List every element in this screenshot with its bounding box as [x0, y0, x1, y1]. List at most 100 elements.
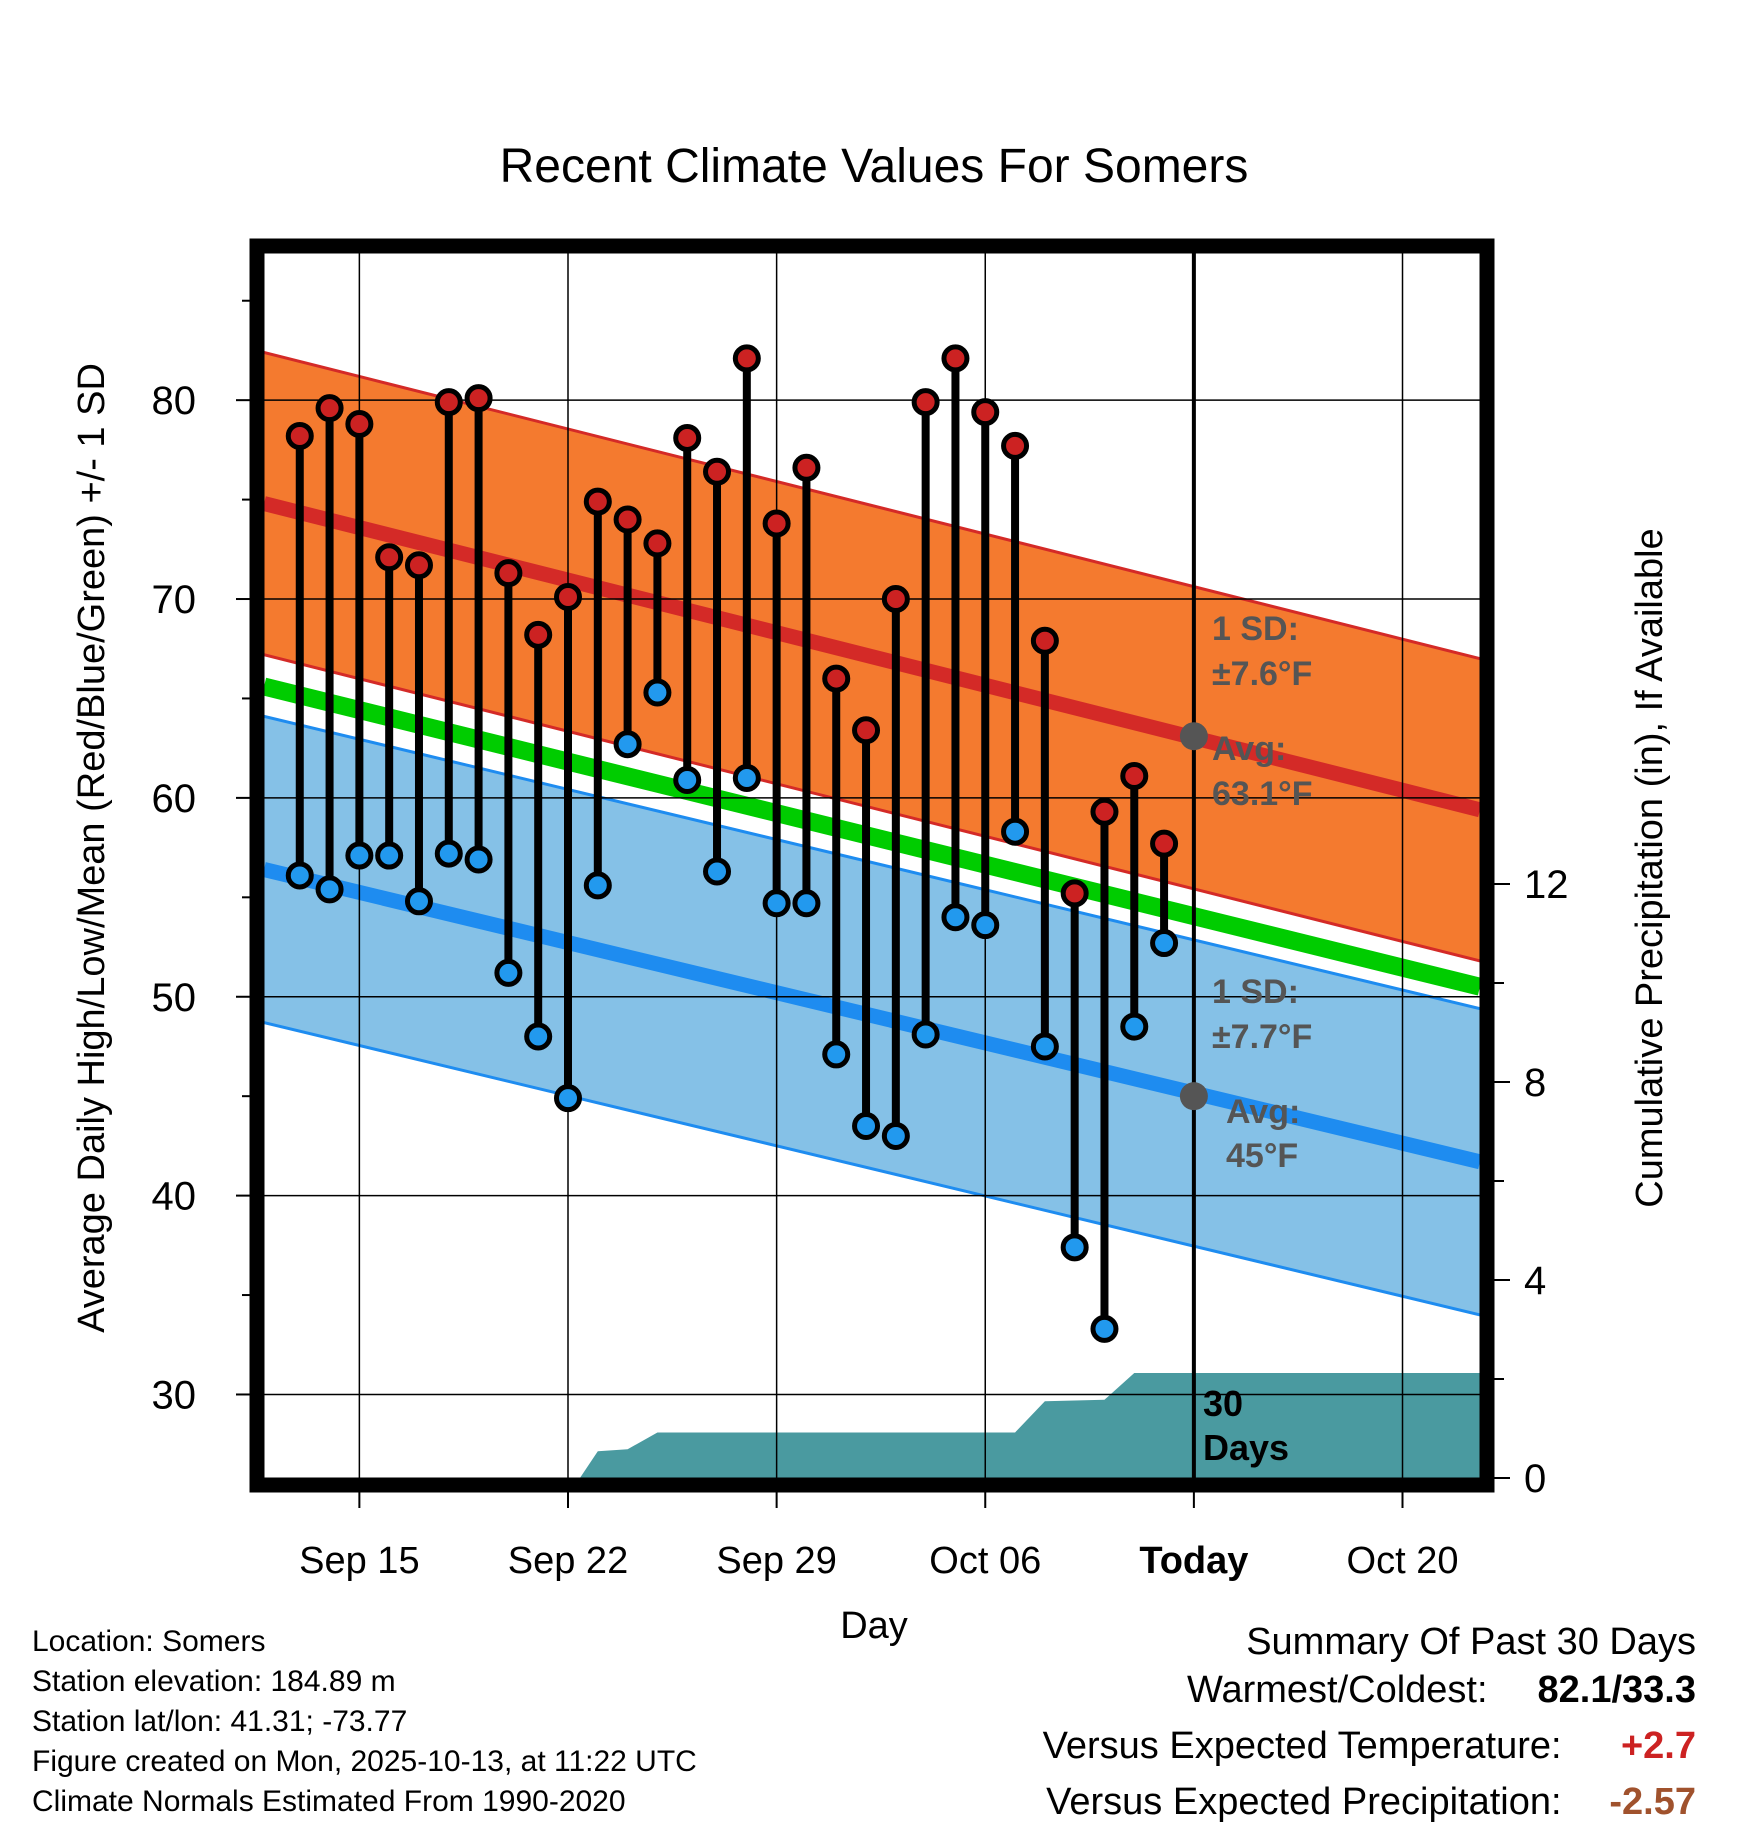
high-point-1 [315, 394, 344, 423]
low-point-1 [315, 875, 344, 904]
high-avg-marker [1179, 722, 1208, 751]
y-tick-label-50: 50 [152, 976, 197, 1020]
low-band-upper-edge [264, 714, 1480, 1011]
low-avg-label-2: 45°F [1226, 1137, 1298, 1175]
plot-frame [249, 238, 1495, 1493]
low-point-16 [762, 889, 791, 918]
high-point-19 [852, 716, 881, 745]
low-point-22 [941, 903, 970, 932]
low-band-lower-edge [264, 1021, 1480, 1317]
x-tick-label-1: Sep 22 [508, 1540, 628, 1582]
y-tick-label-40: 40 [152, 1175, 197, 1219]
low-point-12 [643, 678, 672, 707]
high-point-23 [971, 398, 1000, 427]
low-point-27 [1090, 1314, 1119, 1343]
high-point-3 [375, 543, 404, 572]
low-point-0 [285, 861, 314, 890]
low-point-11 [613, 730, 642, 759]
x-tick-label-2: Sep 29 [716, 1540, 836, 1582]
low-avg-marker [1179, 1082, 1208, 1111]
y-axis-label: Average Daily High/Low/Mean (Red/Blue/Gr… [71, 363, 113, 1333]
high-point-17 [792, 453, 821, 482]
high-point-22 [941, 344, 970, 373]
y2-tick-label-4: 4 [1524, 1259, 1546, 1303]
normal-mean-line [264, 677, 1480, 996]
created-text: Figure created on Mon, 2025-10-13, at 11… [32, 1745, 697, 1778]
high-point-4 [404, 551, 433, 580]
low-point-29 [1150, 929, 1179, 958]
low-avg-label-1: Avg: [1226, 1093, 1300, 1131]
location-text: Location: Somers [32, 1625, 266, 1658]
low-point-26 [1060, 1233, 1089, 1262]
low-point-23 [971, 911, 1000, 940]
x-tick-label-5: Oct 20 [1347, 1540, 1459, 1582]
low-sd-label-1: 1 SD: [1212, 973, 1299, 1011]
x-axis-label: Day [840, 1605, 908, 1647]
low-point-15 [732, 764, 761, 792]
high-point-10 [583, 487, 612, 516]
low-point-18 [822, 1040, 851, 1069]
temp-vs-expected-label: Versus Expected Temperature: [1042, 1725, 1562, 1767]
high-point-16 [762, 509, 791, 538]
low-point-17 [792, 889, 821, 918]
normals-text: Climate Normals Estimated From 1990-2020 [32, 1785, 626, 1818]
high-point-14 [703, 457, 732, 486]
low-sd-label-2: ±7.7°F [1212, 1018, 1312, 1056]
high-point-13 [673, 423, 702, 452]
low-point-21 [911, 1020, 940, 1049]
low-point-6 [464, 845, 493, 874]
high-avg-label-2: 63.1°F [1212, 775, 1313, 813]
low-point-2 [345, 841, 374, 870]
low-point-28 [1120, 1012, 1149, 1041]
summary-panel: Summary Of Past 30 Days Warmest/Coldest:… [796, 1618, 1696, 1834]
high-point-20 [881, 585, 910, 614]
high-sd-label-2: ±7.6°F [1212, 655, 1312, 693]
x-tick-label-0: Sep 15 [299, 1540, 419, 1582]
high-point-29 [1150, 829, 1179, 858]
high-point-9 [554, 583, 582, 612]
high-point-28 [1120, 762, 1149, 791]
low-point-20 [881, 1121, 910, 1150]
precip-days-label-2: Days [1203, 1427, 1289, 1468]
x-tick-label-4: Today [1139, 1540, 1248, 1582]
low-point-4 [404, 887, 433, 916]
high-point-2 [345, 410, 374, 439]
high-point-15 [732, 344, 761, 373]
low-point-13 [673, 765, 702, 794]
high-point-18 [822, 664, 851, 693]
precip-vs-expected-value: -2.57 [1609, 1781, 1696, 1823]
elevation-text: Station elevation: 184.89 m [32, 1665, 396, 1698]
data-marks [285, 344, 1208, 1343]
y-tick-label-80: 80 [152, 379, 197, 423]
x-tick-label-3: Oct 06 [929, 1540, 1041, 1582]
high-avg-label-1: Avg: [1212, 730, 1286, 768]
low-point-9 [554, 1084, 582, 1113]
low-point-8 [524, 1022, 553, 1051]
y-tick-label-60: 60 [152, 777, 197, 821]
high-point-5 [434, 388, 463, 417]
high-point-12 [643, 529, 672, 558]
high-point-24 [1001, 431, 1030, 460]
annotations: 1 SD: ±7.6°F Avg: 63.1°F 1 SD: ±7.7°F Av… [1203, 610, 1313, 1468]
high-sd-label-1: 1 SD: [1212, 610, 1299, 648]
temp-vs-expected-value: +2.7 [1620, 1725, 1696, 1767]
low-point-10 [583, 871, 612, 900]
high-point-6 [464, 384, 493, 413]
y2-tick-label-12: 12 [1524, 863, 1569, 907]
low-point-19 [852, 1112, 881, 1141]
latlon-text: Station lat/lon: 41.31; -73.77 [32, 1705, 408, 1738]
normal-high-line [264, 496, 1480, 818]
low-point-14 [703, 857, 732, 886]
chart-title: Recent Climate Values For Somers [500, 140, 1249, 193]
precip-vs-expected-label: Versus Expected Precipitation: [1046, 1781, 1562, 1823]
station-info: Location: Somers Station elevation: 184.… [32, 1622, 697, 1822]
low-point-5 [434, 839, 463, 868]
y2-axis-label: Cumulative Precipitation (in), If Availa… [1629, 528, 1671, 1207]
y-tick-label-30: 30 [152, 1373, 197, 1417]
low-point-24 [1001, 817, 1030, 846]
low-point-7 [494, 958, 523, 987]
normal-low-line [264, 862, 1480, 1170]
high-band-lower-edge [264, 653, 1480, 963]
